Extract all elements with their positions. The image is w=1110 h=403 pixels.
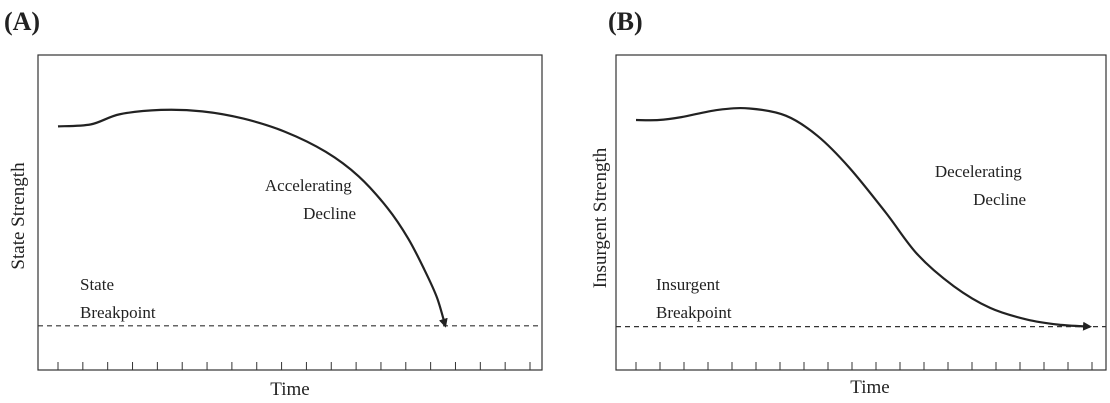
panel-a-breakpoint-annotation: State Breakpoint — [80, 275, 156, 322]
panel-b-breakpoint-annotation: Insurgent Breakpoint — [656, 275, 732, 322]
panel-b-curve-annotation: Decelerating Decline — [935, 162, 1026, 209]
panel-a-label: (A) — [4, 7, 40, 36]
panel-b-y-axis-label: Insurgent Strength — [590, 147, 611, 288]
panel-b-series-line — [635, 106, 1092, 331]
panel-a-x-axis-label: Time — [270, 379, 309, 400]
panel-a: (A) Accelerating Decline State Breakpoin… — [4, 7, 543, 400]
panel-a-y-axis-label: State Strength — [8, 162, 29, 270]
panel-a-plot-frame — [37, 54, 543, 371]
panel-b-plot-frame — [615, 54, 1107, 371]
panel-b-x-ticks — [635, 362, 1093, 370]
panel-b-x-axis-label: Time — [850, 377, 889, 398]
panel-a-curve-annotation: Accelerating Decline — [265, 176, 356, 223]
panel-a-series-line — [57, 108, 448, 328]
panel-b-label: (B) — [608, 7, 643, 36]
panel-b: (B) Decelerating Decline Insurgent Break… — [590, 7, 1107, 398]
panel-a-x-ticks — [57, 362, 531, 370]
